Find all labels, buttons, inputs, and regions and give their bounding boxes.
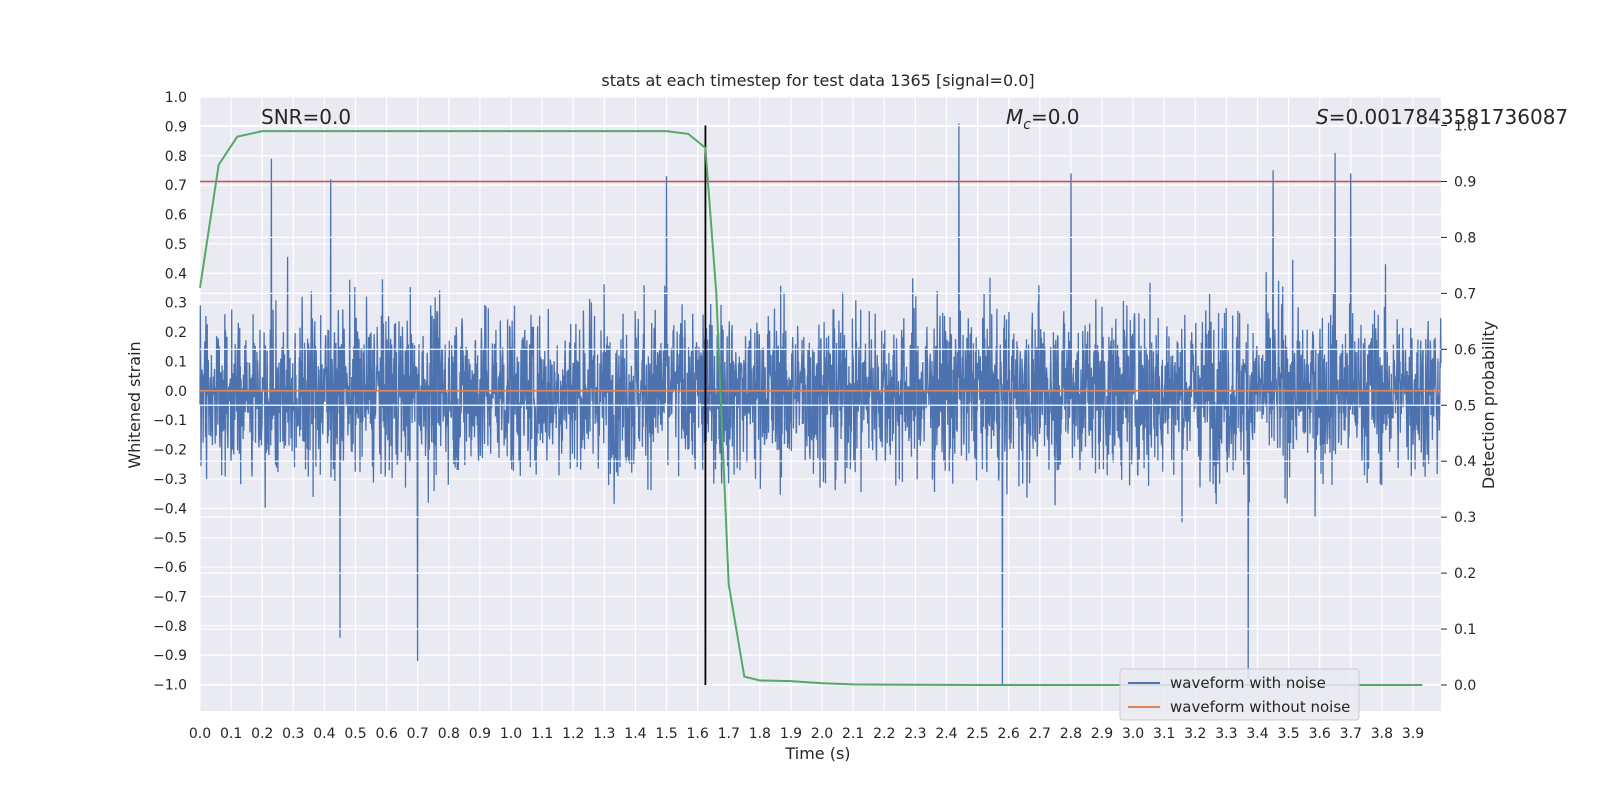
y2-tick-label: 0.6 — [1454, 342, 1476, 358]
y-tick-label: −0.6 — [153, 560, 187, 576]
x-tick-label: 0.4 — [313, 726, 335, 742]
x-tick-label: 3.3 — [1215, 726, 1237, 742]
x-tick-label: 1.8 — [749, 726, 771, 742]
x-tick-label: 2.6 — [998, 726, 1020, 742]
y-tick-label: −0.4 — [153, 501, 187, 517]
y-tick-label: 0.7 — [165, 178, 187, 194]
s-symbol: S — [1316, 105, 1329, 129]
detection-probability-line — [199, 130, 1423, 686]
x-tick-label: 1.0 — [500, 726, 522, 742]
y-tick-label: 0.0 — [165, 384, 187, 400]
x-tick-label: 0.3 — [282, 726, 304, 742]
x-tick-label: 0.9 — [469, 726, 491, 742]
y2-tick-label: 0.8 — [1454, 230, 1476, 246]
waveform-with-noise-line — [199, 123, 1442, 685]
x-tick-label: 0.0 — [189, 726, 211, 742]
x-tick-label: 1.7 — [718, 726, 740, 742]
y-tick-label: −0.8 — [153, 619, 187, 635]
x-tick-label: 0.6 — [375, 726, 397, 742]
y2-tick-label: 1.0 — [1454, 119, 1476, 135]
y-tick-label: 0.8 — [165, 149, 187, 165]
mc-subscript: c — [1023, 117, 1031, 133]
y2-tick-label: 0.4 — [1454, 454, 1476, 470]
s-annotation: S=0.0017843581736087 — [1316, 105, 1568, 129]
x-axis-label: Time (s) — [784, 744, 850, 763]
y2-tick-label: 0.7 — [1454, 286, 1476, 302]
y-tick-label: 0.5 — [165, 237, 187, 253]
x-tick-label: 3.5 — [1277, 726, 1299, 742]
y-axis-label: Whitened strain — [125, 341, 144, 468]
y-tick-label: 0.9 — [165, 119, 187, 135]
y-tick-label: 0.4 — [165, 266, 187, 282]
legend-box — [1119, 668, 1360, 721]
x-tick-label: 2.8 — [1060, 726, 1082, 742]
y2-tick-label: 0.2 — [1454, 566, 1476, 582]
y-tick-label: 0.3 — [165, 296, 187, 312]
y2-axis-ticks: 1.0 0.9 0.8 0.7 0.6 0.5 0.4 0.3 0.2 0.1 0.0 — [1441, 119, 1476, 694]
y-tick-label: −0.2 — [153, 443, 187, 459]
y-tick-label: −1.0 — [153, 678, 187, 694]
x-tick-label: 3.1 — [1153, 726, 1175, 742]
y2-tick-label: 0.1 — [1454, 622, 1476, 638]
x-tick-label: 2.1 — [842, 726, 864, 742]
series-waveform-with-noise — [199, 123, 1442, 685]
legend: waveform with noise waveform without noi… — [1119, 668, 1360, 721]
y2-tick-label: 0.9 — [1454, 174, 1476, 190]
mc-annotation: Mc=0.0 — [1006, 105, 1080, 133]
x-tick-label: 1.3 — [593, 726, 615, 742]
x-tick-label: 0.8 — [438, 726, 460, 742]
x-tick-label: 0.5 — [344, 726, 366, 742]
x-tick-label: 1.9 — [780, 726, 802, 742]
x-tick-label: 1.5 — [655, 726, 677, 742]
y-tick-label: 0.2 — [165, 325, 187, 341]
x-tick-label: 3.0 — [1122, 726, 1144, 742]
x-tick-label: 3.2 — [1184, 726, 1206, 742]
x-tick-label: 0.2 — [251, 726, 273, 742]
y-tick-label: −0.1 — [153, 413, 187, 429]
x-tick-label: 2.4 — [935, 726, 957, 742]
y-tick-label: 1.0 — [165, 90, 187, 106]
y-tick-label: −0.7 — [153, 589, 187, 605]
x-tick-label: 2.5 — [966, 726, 988, 742]
y-tick-label: −0.5 — [153, 531, 187, 547]
y2-tick-label: 0.5 — [1454, 398, 1476, 414]
x-tick-label: 3.9 — [1402, 726, 1424, 742]
s-value: =0.0017843581736087 — [1329, 105, 1568, 129]
y-axis-ticks: 1.0 0.9 0.8 0.7 0.6 0.5 0.4 0.3 0.2 0.1 0.0 −0.1 −0.… — [153, 90, 187, 694]
snr-annotation: SNR=0.0 — [261, 105, 351, 129]
x-tick-label: 3.7 — [1340, 726, 1362, 742]
series-detection-probability — [199, 130, 1423, 686]
x-tick-label: 1.6 — [687, 726, 709, 742]
legend-label-noise: waveform with noise — [1170, 674, 1326, 692]
x-tick-label: 1.2 — [562, 726, 584, 742]
x-tick-label: 2.7 — [1029, 726, 1051, 742]
x-tick-label: 2.0 — [811, 726, 833, 742]
y-tick-label: 0.6 — [165, 208, 187, 224]
x-tick-label: 1.1 — [531, 726, 553, 742]
y-tick-label: 0.1 — [165, 354, 187, 370]
x-tick-label: 3.4 — [1246, 726, 1268, 742]
x-tick-label: 0.1 — [220, 726, 242, 742]
chart-title: stats at each timestep for test data 136… — [601, 71, 1034, 90]
y-tick-label: −0.9 — [153, 648, 187, 664]
x-tick-label: 3.6 — [1309, 726, 1331, 742]
legend-label-clean: waveform without noise — [1170, 698, 1350, 716]
x-tick-label: 2.9 — [1091, 726, 1113, 742]
mc-value: =0.0 — [1031, 105, 1080, 129]
x-tick-label: 2.2 — [873, 726, 895, 742]
x-tick-label: 3.8 — [1371, 726, 1393, 742]
y2-tick-label: 0.0 — [1454, 678, 1476, 694]
mc-symbol: M — [1006, 105, 1023, 129]
x-tick-label: 0.7 — [407, 726, 429, 742]
x-tick-label: 2.3 — [904, 726, 926, 742]
y2-tick-label: 0.3 — [1454, 510, 1476, 526]
x-axis-ticks: 0.0 0.1 0.2 0.3 0.4 0.5 0.6 0.7 0.8 0.9 1.0 1.1 1.2 1… — [189, 726, 1424, 742]
x-tick-label: 1.4 — [624, 726, 646, 742]
y-tick-label: −0.3 — [153, 472, 187, 488]
y2-axis-label: Detection probability — [1479, 321, 1498, 489]
